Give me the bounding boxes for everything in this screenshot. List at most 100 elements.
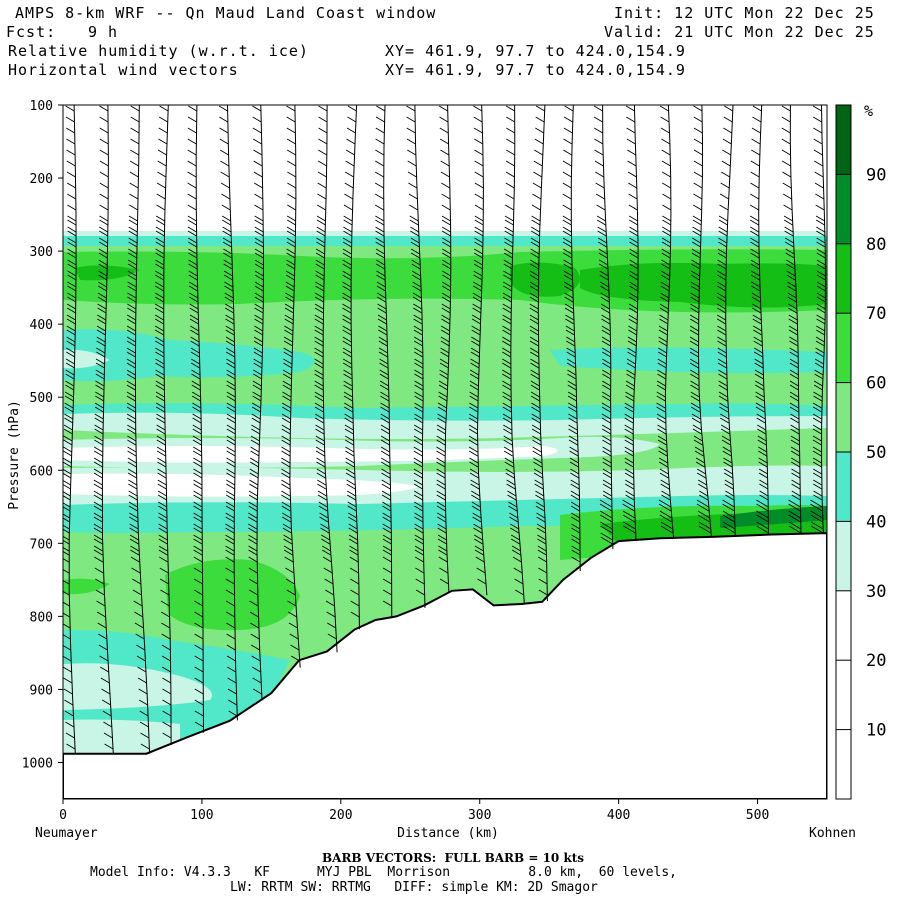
rh-band-70-blob <box>165 559 300 631</box>
x-tick-label: 200 <box>329 808 352 823</box>
wind-barb-feathers <box>529 105 548 596</box>
colorbar-label: 90 <box>866 165 886 185</box>
wind-barb-feathers <box>314 105 337 640</box>
wind-barb-staff <box>570 105 581 572</box>
wind-barb-staff <box>163 105 172 746</box>
colorbar-segment <box>836 729 851 799</box>
colorbar-label: 80 <box>866 235 886 255</box>
wind-barb-staff <box>444 105 452 593</box>
x-start-label: Neumayer <box>35 826 98 841</box>
wind-barb-feathers <box>374 105 392 607</box>
colorbar-segment <box>836 105 851 175</box>
wind-barb-staff <box>227 105 238 721</box>
terrain-surface <box>63 532 827 799</box>
wind-barb-feathers <box>689 105 712 534</box>
colorbar-label: 40 <box>866 512 886 532</box>
colorbar-segment <box>836 590 851 661</box>
colorbar-label: 10 <box>866 721 886 741</box>
colorbar-segment <box>836 382 851 452</box>
wind-barb-feathers <box>218 105 238 717</box>
rh-band-dry-a <box>63 446 558 463</box>
rh-band-50-a <box>63 329 315 382</box>
y-tick-label: 500 <box>30 391 53 406</box>
field-name-rh: Relative humidity (w.r.t. ice) <box>8 42 309 60</box>
wind-barb-staff <box>602 105 614 550</box>
colorbar-segment <box>836 174 851 244</box>
wind-barb-staff <box>510 105 525 605</box>
wind-barb-feathers <box>562 105 581 563</box>
init-time: Init: 12 UTC Mon 22 Dec 25 <box>614 4 875 22</box>
wind-barbs <box>63 105 827 754</box>
rh-dry-upper <box>63 105 827 231</box>
wind-barb-staff <box>821 105 827 534</box>
x-tick-label: 500 <box>746 808 769 823</box>
colorbar: 10 20 30 40 50 60 70 80 90 <box>835 104 886 800</box>
wind-barb-feathers <box>248 105 264 695</box>
wind-barb-feathers <box>468 105 487 585</box>
humidity-field <box>63 105 827 799</box>
rh-band-dry-b <box>63 473 420 497</box>
wind-barb-feathers <box>656 105 674 534</box>
colorbar-segment <box>836 660 851 730</box>
rh-edge-40 <box>63 236 827 246</box>
wind-barb-feathers <box>187 105 204 728</box>
rh-band-40-sfc <box>63 663 212 710</box>
colorbar-segment <box>836 521 851 591</box>
wind-barb-feathers <box>154 105 172 739</box>
colorbar-label: 20 <box>866 651 886 671</box>
wind-barb-feathers <box>93 105 114 750</box>
colorbar-segment <box>836 243 851 314</box>
model-info-line1: Model Info: V4.3.3 KF MYJ PBL Morrison 8… <box>90 865 677 880</box>
wind-barb-feathers <box>749 105 769 534</box>
wind-barb-staff <box>134 105 151 754</box>
wind-barb-feathers <box>781 105 802 534</box>
barb-note: BARB VECTORS: FULL BARB = 10 kts <box>322 851 585 865</box>
wind-barb-feathers <box>593 105 613 545</box>
y-tick-label: 100 <box>30 99 53 114</box>
wind-barb-staff <box>256 105 265 700</box>
colorbar-label: 50 <box>866 443 886 463</box>
y-tick-label: 200 <box>30 172 53 187</box>
colorbar-segment <box>836 452 851 522</box>
wind-barb-staff <box>68 105 77 754</box>
rh-band-80-b <box>580 262 827 308</box>
section-endpoints-1: XY= 461.9, 97.7 to 424.0,154.9 <box>385 42 686 60</box>
y-tick-label: 1000 <box>22 756 53 771</box>
wind-barb-feathers <box>63 105 77 750</box>
x-axis-label: Distance (km) <box>397 826 499 841</box>
forecast-hour: 9 h <box>88 23 119 41</box>
y-tick-label: 900 <box>30 683 53 698</box>
x-end-label: Kohnen <box>809 826 856 841</box>
wind-barb-feathers <box>716 105 736 534</box>
y-tick-label: 400 <box>30 318 53 333</box>
x-tick-label: 100 <box>190 808 213 823</box>
wind-barb-staff <box>101 105 114 754</box>
wind-barb-feathers <box>436 105 452 585</box>
y-tick-label: 600 <box>30 464 53 479</box>
wind-barb-staff <box>632 105 639 540</box>
wind-barb-feathers <box>126 105 150 750</box>
wind-barb-feathers <box>406 105 425 596</box>
y-tick-label: 800 <box>30 610 53 625</box>
model-info-line2: LW: RRTM SW: RRTMG DIFF: simple KM: 2D S… <box>230 880 598 895</box>
forecast-label: Fcst: <box>6 23 57 41</box>
x-tick-label: 400 <box>607 808 630 823</box>
rh-band-80-a <box>510 262 580 297</box>
x-tick-label: 0 <box>59 808 67 823</box>
x-axis: 0 100 200 300 400 500 <box>59 799 769 823</box>
colorbar-label: 30 <box>866 582 886 602</box>
wind-barb-feathers <box>810 105 826 534</box>
wind-barb-feathers <box>342 105 360 618</box>
colorbar-label: 70 <box>866 304 886 324</box>
rh-band-40-sfc-b <box>63 719 180 760</box>
section-endpoints-2: XY= 461.9, 97.7 to 424.0,154.9 <box>385 61 686 79</box>
colorbar-label: 60 <box>866 374 886 394</box>
y-axis-label: Pressure (hPa) <box>7 400 22 510</box>
chart-title: AMPS 8-km WRF -- Qn Maud Land Coast wind… <box>15 4 437 22</box>
wind-barb-staff <box>664 105 675 539</box>
colorbar-unit: % <box>864 102 873 120</box>
y-tick-label: 300 <box>30 245 53 260</box>
wind-barb-staff <box>476 105 488 596</box>
wind-barb-staff <box>350 105 360 630</box>
